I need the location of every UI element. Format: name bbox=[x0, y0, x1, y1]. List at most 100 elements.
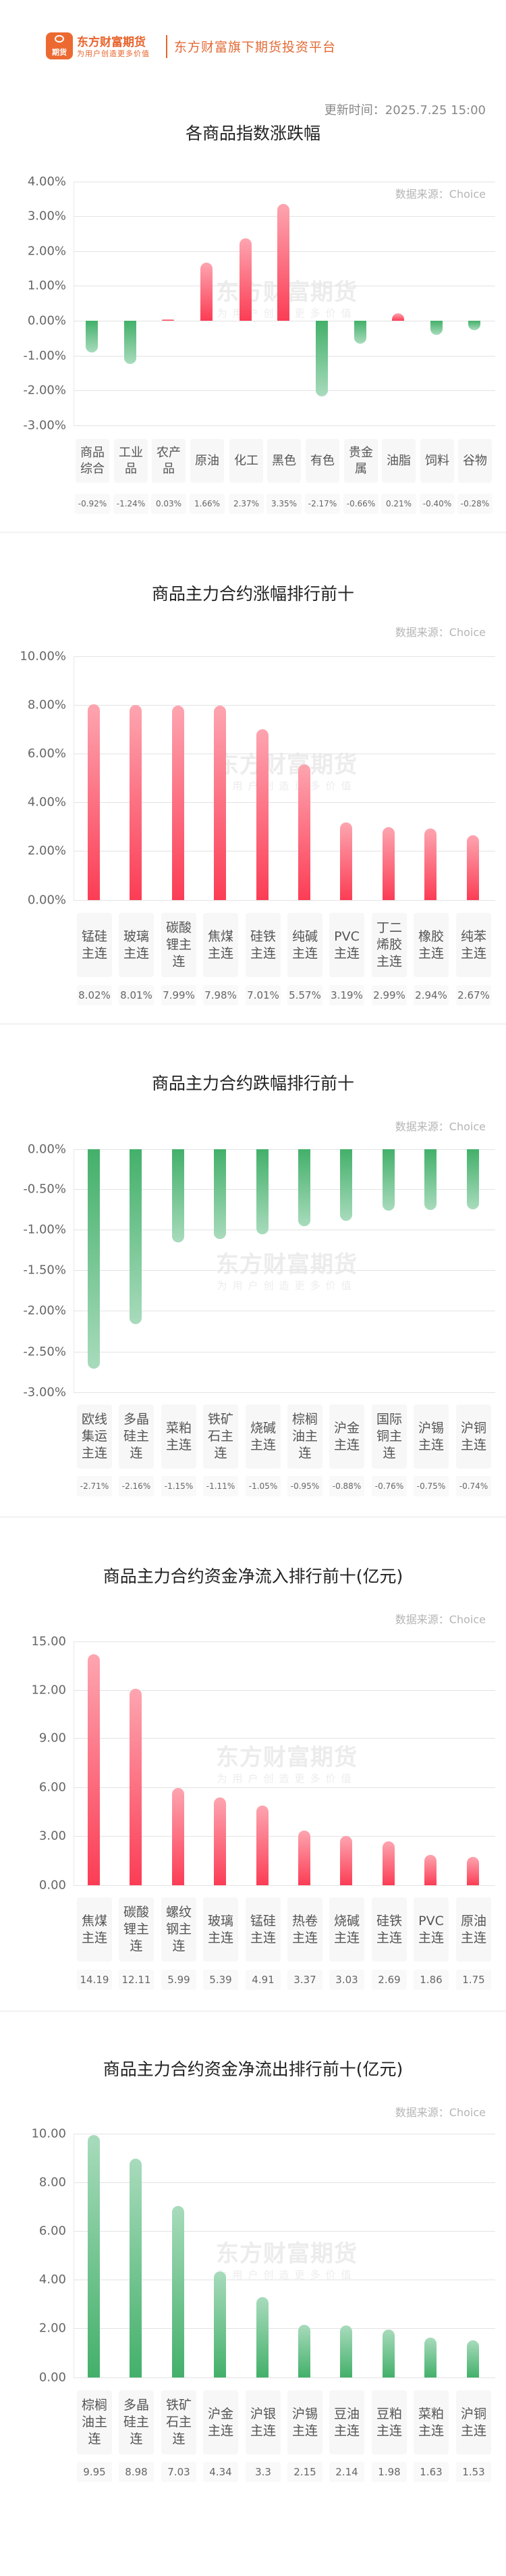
bar[interactable] bbox=[256, 1805, 269, 1885]
bar[interactable] bbox=[124, 321, 136, 364]
y-tick-label: -1.50% bbox=[23, 1263, 66, 1278]
value-label: 5.99 bbox=[161, 1970, 196, 1990]
value-label: -0.76% bbox=[372, 1476, 407, 1496]
watermark-slogan: 为用户创造更多价值 bbox=[217, 2269, 357, 2281]
bar[interactable] bbox=[172, 2206, 184, 2377]
category-label: 纯苯主连 bbox=[456, 913, 491, 977]
section-divider bbox=[0, 2010, 506, 2012]
bar[interactable] bbox=[214, 1797, 226, 1885]
category-label: PVC主连 bbox=[414, 1897, 449, 1962]
bar[interactable] bbox=[424, 1855, 437, 1885]
bar[interactable] bbox=[214, 2271, 226, 2377]
bar[interactable] bbox=[468, 321, 480, 331]
grid-line bbox=[74, 1885, 495, 1886]
grid-line bbox=[74, 656, 495, 657]
bar[interactable] bbox=[467, 835, 479, 900]
bar[interactable] bbox=[467, 1856, 479, 1885]
value-label: 7.98% bbox=[203, 985, 238, 1005]
category-label: 铁矿石主连 bbox=[203, 1404, 238, 1469]
y-tick-label: 0.00% bbox=[27, 1142, 66, 1157]
value-label: 2.37% bbox=[229, 494, 264, 514]
category-label: 豆油主连 bbox=[329, 2390, 364, 2454]
value-label: 7.03 bbox=[161, 2462, 196, 2482]
bar[interactable] bbox=[172, 1787, 184, 1885]
grid-line bbox=[74, 1149, 495, 1150]
category-label: 热卷主连 bbox=[287, 1897, 322, 1962]
category-label: 沪铜主连 bbox=[456, 2390, 491, 2454]
bar[interactable] bbox=[200, 263, 213, 321]
bar[interactable] bbox=[316, 321, 328, 396]
bar[interactable] bbox=[467, 2340, 479, 2377]
bar[interactable] bbox=[424, 2338, 437, 2377]
bar[interactable] bbox=[88, 704, 100, 900]
y-tick-label: -0.50% bbox=[23, 1182, 66, 1197]
grid-line bbox=[74, 2231, 495, 2232]
bar[interactable] bbox=[298, 2325, 310, 2377]
category-label: 碳酸锂主连 bbox=[119, 1897, 154, 1962]
category-label: 沪锡主连 bbox=[287, 2390, 322, 2454]
bar[interactable] bbox=[383, 2329, 395, 2377]
category-label: 焦煤主连 bbox=[203, 913, 238, 977]
bar[interactable] bbox=[130, 1149, 142, 1325]
bar[interactable] bbox=[424, 828, 437, 900]
value-label: -0.74% bbox=[456, 1476, 491, 1496]
section-divider bbox=[0, 1023, 506, 1025]
category-label: 焦煤主连 bbox=[77, 1897, 112, 1962]
bar[interactable] bbox=[298, 1830, 310, 1885]
bar[interactable] bbox=[130, 1688, 142, 1885]
grid-line bbox=[74, 1836, 495, 1837]
grid-line bbox=[74, 2328, 495, 2329]
bar[interactable] bbox=[172, 705, 184, 900]
bar[interactable] bbox=[298, 1149, 310, 1226]
bar[interactable] bbox=[383, 827, 395, 900]
bar[interactable] bbox=[214, 1149, 226, 1240]
bar[interactable] bbox=[340, 1836, 352, 1885]
category-label: 农产品 bbox=[152, 439, 186, 483]
bar[interactable] bbox=[130, 704, 142, 900]
bar[interactable] bbox=[240, 238, 252, 321]
bar[interactable] bbox=[214, 705, 226, 900]
value-label: 2.94% bbox=[414, 985, 449, 1005]
bar[interactable] bbox=[430, 321, 443, 335]
category-label: 橡胶主连 bbox=[414, 913, 449, 977]
bar[interactable] bbox=[277, 204, 289, 321]
value-label: 8.01% bbox=[119, 985, 154, 1005]
value-label: 14.19 bbox=[77, 1970, 112, 1990]
category-label: 黑色 bbox=[267, 439, 301, 483]
bar[interactable] bbox=[88, 1149, 100, 1369]
grid-line bbox=[74, 2377, 495, 2378]
bar[interactable] bbox=[172, 1149, 184, 1242]
category-label: 饲料 bbox=[420, 439, 454, 483]
bar[interactable] bbox=[354, 321, 366, 344]
value-label: -0.88% bbox=[329, 1476, 364, 1496]
bar[interactable] bbox=[256, 1149, 269, 1234]
y-tick-label: 8.00 bbox=[38, 2175, 66, 2190]
y-tick-label: 6.00 bbox=[38, 1780, 66, 1795]
bar[interactable] bbox=[424, 1149, 437, 1210]
bar[interactable] bbox=[383, 1841, 395, 1885]
category-label: 烧碱主连 bbox=[329, 1897, 364, 1962]
bar[interactable] bbox=[340, 822, 352, 900]
bar[interactable] bbox=[340, 2325, 352, 2377]
value-label: 3.19% bbox=[329, 985, 364, 1005]
grid-line bbox=[74, 390, 495, 391]
category-label: 化工 bbox=[229, 439, 263, 483]
bar[interactable] bbox=[256, 2296, 269, 2377]
bar[interactable] bbox=[392, 313, 404, 321]
bar[interactable] bbox=[298, 764, 310, 900]
value-label: 8.98 bbox=[119, 2462, 154, 2482]
bar[interactable] bbox=[383, 1149, 395, 1211]
bar[interactable] bbox=[340, 1149, 352, 1221]
category-label: 工业品 bbox=[114, 439, 148, 483]
watermark-logo: 东方财富期货 bbox=[216, 1251, 358, 1278]
data-source-label: 数据来源：Choice bbox=[395, 188, 486, 201]
bar[interactable] bbox=[162, 319, 174, 321]
bar[interactable] bbox=[467, 1149, 479, 1209]
value-label: -0.75% bbox=[414, 1476, 449, 1496]
bar[interactable] bbox=[256, 729, 269, 900]
bar[interactable] bbox=[88, 2134, 100, 2377]
value-label: 2.99% bbox=[372, 985, 407, 1005]
bar[interactable] bbox=[88, 1654, 100, 1885]
bar[interactable] bbox=[86, 321, 98, 353]
bar[interactable] bbox=[130, 2158, 142, 2377]
